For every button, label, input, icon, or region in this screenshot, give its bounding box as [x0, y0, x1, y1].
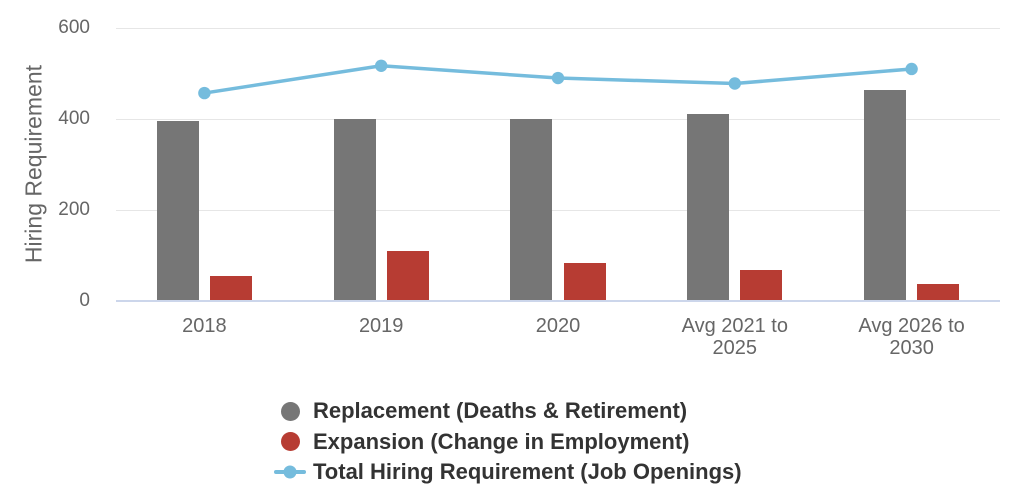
legend-label-total: Total Hiring Requirement (Job Openings): [313, 458, 742, 484]
x-tick-label-2019: 2019: [358, 315, 404, 337]
x-tick-label-2018: 2018: [182, 315, 227, 337]
legend-label-replacement: Replacement (Deaths & Retirement): [313, 398, 688, 424]
legend-item-replacement[interactable]: Replacement (Deaths & Retirement): [274, 396, 742, 426]
bar-replacement-avg-2026-to-2030[interactable]: [864, 90, 906, 300]
bar-expansion-2019[interactable]: [386, 250, 429, 300]
bar-expansion-avg-2021-to-2025[interactable]: [740, 270, 783, 300]
gridline-400: [116, 119, 1000, 120]
legend-label-expansion: Expansion (Change in Employment): [313, 428, 690, 454]
bar-expansion-avg-2026-to-2030[interactable]: [917, 283, 960, 300]
y-tick-label-400: 400: [58, 108, 90, 129]
expansion-legend-marker-icon: [274, 432, 306, 452]
bar-expansion-2020[interactable]: [563, 262, 606, 300]
bar-replacement-2018[interactable]: [156, 121, 199, 300]
gridline-600: [116, 28, 1000, 29]
bar-replacement-2019[interactable]: [333, 119, 376, 300]
x-axis-line: [116, 300, 1000, 302]
bar-expansion-2018[interactable]: [210, 276, 252, 300]
legend-item-expansion[interactable]: Expansion (Change in Employment): [274, 426, 742, 456]
x-tick-label-2020: 2020: [535, 315, 581, 337]
bar-replacement-avg-2021-to-2025[interactable]: [687, 114, 730, 300]
legend: Replacement (Deaths & Retirement) Expans…: [274, 396, 742, 487]
x-tick-label-avg-2026-to-2030: Avg 2026 to 2030: [858, 315, 965, 359]
gridline-200: [116, 210, 1000, 211]
total-point-2019[interactable]: [375, 59, 388, 72]
replacement-legend-marker-icon: [274, 401, 306, 421]
y-tick-label-200: 200: [58, 199, 90, 220]
x-tick-label-avg-2021-to-2025: Avg 2021 to 2025: [681, 315, 788, 359]
total-legend-marker-icon: [274, 465, 306, 479]
bar-replacement-2020[interactable]: [510, 119, 553, 300]
total-point-avg-2021-to-2025[interactable]: [728, 77, 741, 90]
legend-item-total[interactable]: Total Hiring Requirement (Job Openings): [274, 457, 742, 487]
y-tick-label-600: 600: [58, 17, 90, 38]
y-tick-label-0: 0: [79, 290, 90, 311]
total-point-avg-2026-to-2030[interactable]: [905, 62, 918, 76]
total-point-2020[interactable]: [551, 71, 565, 85]
total-point-2018[interactable]: [198, 86, 211, 100]
